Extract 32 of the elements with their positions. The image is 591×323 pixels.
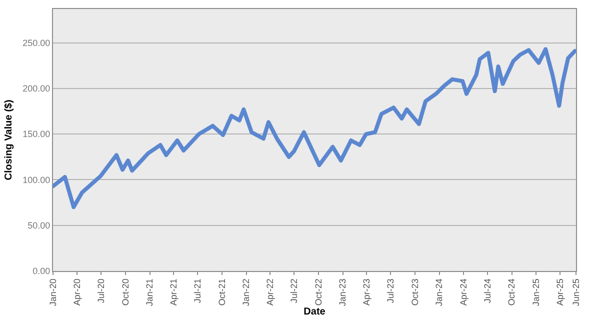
x-tick-label: Jan-22: [241, 278, 252, 306]
x-tick-label: Jul-23: [386, 278, 396, 304]
x-tick-label: Jul-21: [192, 278, 203, 304]
x-tick-label: Apr-21: [168, 278, 178, 306]
x-tick-label: Jul-20: [96, 278, 106, 304]
x-tick-label: Apr-20: [72, 278, 82, 306]
x-tick-label: Oct-20: [120, 278, 130, 306]
y-tick-label: 200.00: [22, 84, 50, 94]
x-tick-label: Jan-23: [338, 278, 348, 306]
x-tick-label: Jan-25: [530, 278, 541, 306]
x-tick-label: Apr-23: [362, 278, 372, 306]
x-tick-label: Jan-20: [48, 278, 58, 306]
y-tick-label: 150.00: [22, 129, 50, 140]
x-tick-label: Apr-25: [554, 278, 565, 306]
x-tick-label: Jan-21: [144, 278, 155, 306]
x-tick-label: Jul-22: [289, 278, 300, 304]
x-tick-label: Jun-25: [570, 278, 581, 306]
x-tick-label: Oct-21: [216, 278, 227, 306]
x-tick-label: Oct-23: [410, 278, 420, 306]
y-axis-title: Closing Value ($): [4, 100, 15, 180]
line-series: [53, 47, 576, 210]
y-tick-label: 100.00: [22, 174, 50, 185]
x-tick-label: Oct-24: [506, 278, 517, 306]
x-tick-label: Oct-22: [313, 278, 324, 306]
x-tick-label: Apr-24: [458, 278, 468, 306]
y-tick-label: 50.00: [28, 220, 50, 231]
x-tick-label: Apr-22: [265, 278, 276, 306]
x-tick-label: Jan-24: [434, 278, 444, 306]
x-axis-title: Date: [304, 306, 326, 318]
y-tick-label: 250.00: [22, 38, 50, 48]
y-tick-label: 0.00: [32, 266, 50, 276]
x-tick-label: Jul-24: [482, 278, 492, 304]
